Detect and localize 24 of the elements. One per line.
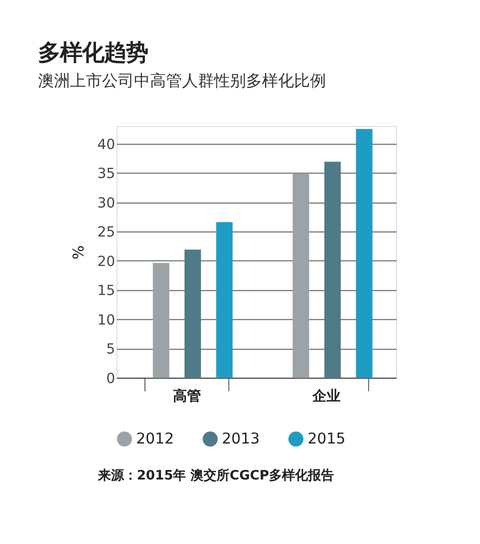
y-tick-label: 10 xyxy=(97,312,116,328)
x-tick-label: 企业 xyxy=(312,388,341,405)
bar xyxy=(184,250,201,378)
y-tick-label: 15 xyxy=(97,283,116,300)
y-axis-title: % xyxy=(69,245,88,260)
x-tick-label: 高管 xyxy=(172,388,201,405)
legend-label: 2015 xyxy=(308,430,346,448)
bar xyxy=(216,222,233,378)
y-tick-label: 30 xyxy=(97,195,116,212)
legend-label: 2012 xyxy=(136,430,174,448)
bar xyxy=(324,162,341,378)
bar xyxy=(152,263,170,378)
y-tick-label: 25 xyxy=(97,224,116,241)
y-tick-label: 5 xyxy=(106,342,116,358)
y-tick-label: 40 xyxy=(97,136,116,153)
y-tick-label: 0 xyxy=(106,370,116,387)
y-tick-label: 20 xyxy=(97,254,116,270)
bar xyxy=(356,129,372,378)
chart-title: 多样化趋势 xyxy=(38,40,148,66)
source-note: 来源：2015年 澳交所CGCP多样化报告 xyxy=(96,467,334,484)
chart-subtitle: 澳洲上市公司中高管人群性别多样化比例 xyxy=(38,71,326,90)
bar xyxy=(292,174,310,378)
legend-label: 2013 xyxy=(222,430,260,448)
y-tick-label: 35 xyxy=(97,166,116,182)
